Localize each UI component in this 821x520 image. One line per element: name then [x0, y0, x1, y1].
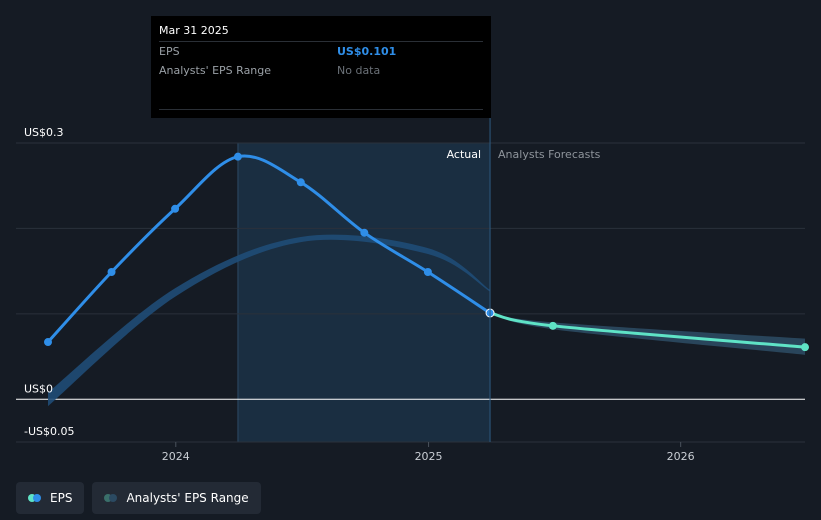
tooltip-eps-row: EPS US$0.101 [159, 41, 483, 62]
y-tick-label: -US$0.05 [24, 425, 75, 438]
eps-point[interactable] [171, 204, 180, 213]
eps-point[interactable] [360, 228, 369, 237]
y-tick-label: US$0.3 [24, 126, 64, 139]
eps-point[interactable] [44, 338, 52, 347]
tooltip-divider [159, 109, 483, 110]
eps-range-legend-icon [104, 494, 118, 502]
legend-eps-label: EPS [50, 491, 73, 505]
legend-range-label: Analysts' EPS Range [126, 491, 249, 505]
x-axis-labels: 2024 2025 2026 [162, 442, 695, 463]
eps-forecast-point[interactable] [801, 343, 809, 352]
legend-eps[interactable]: EPS [16, 482, 85, 514]
actual-section-label: Actual [447, 148, 481, 161]
eps-point[interactable] [107, 267, 116, 276]
chart-legend: EPS Analysts' EPS Range [16, 482, 261, 514]
tooltip-eps-value: US$0.101 [337, 45, 397, 58]
tooltip-range-value: No data [337, 64, 381, 77]
hover-tooltip: Mar 31 2025 EPS US$0.101 Analysts' EPS R… [151, 16, 491, 118]
tooltip-range-row: Analysts' EPS Range No data [159, 61, 483, 81]
eps-point[interactable] [296, 178, 305, 187]
eps-forecast-line [488, 311, 807, 349]
y-tick-label: US$0 [24, 382, 53, 395]
highlighted-period [237, 143, 491, 442]
eps-forecast-point[interactable] [548, 321, 557, 330]
forecast-section-label: Analysts Forecasts [498, 148, 601, 161]
eps-point[interactable] [233, 152, 242, 161]
series-lines [46, 154, 807, 349]
tooltip-date: Mar 31 2025 [159, 24, 229, 37]
tooltip-eps-label: EPS [159, 45, 180, 58]
series-points [44, 152, 809, 352]
tooltip-range-label: Analysts' EPS Range [159, 64, 272, 77]
past-eps-range-band [48, 234, 491, 407]
y-axis-labels: US$0.3 US$0 -US$0.05 [24, 126, 75, 438]
x-tick-label: 2025 [415, 450, 443, 463]
legend-eps-range[interactable]: Analysts' EPS Range [92, 482, 261, 514]
x-tick-label: 2024 [162, 450, 190, 463]
eps-actual-line [46, 154, 492, 344]
eps-legend-icon [28, 494, 42, 502]
x-tick-label: 2026 [667, 450, 695, 463]
eps-point[interactable] [423, 267, 432, 276]
